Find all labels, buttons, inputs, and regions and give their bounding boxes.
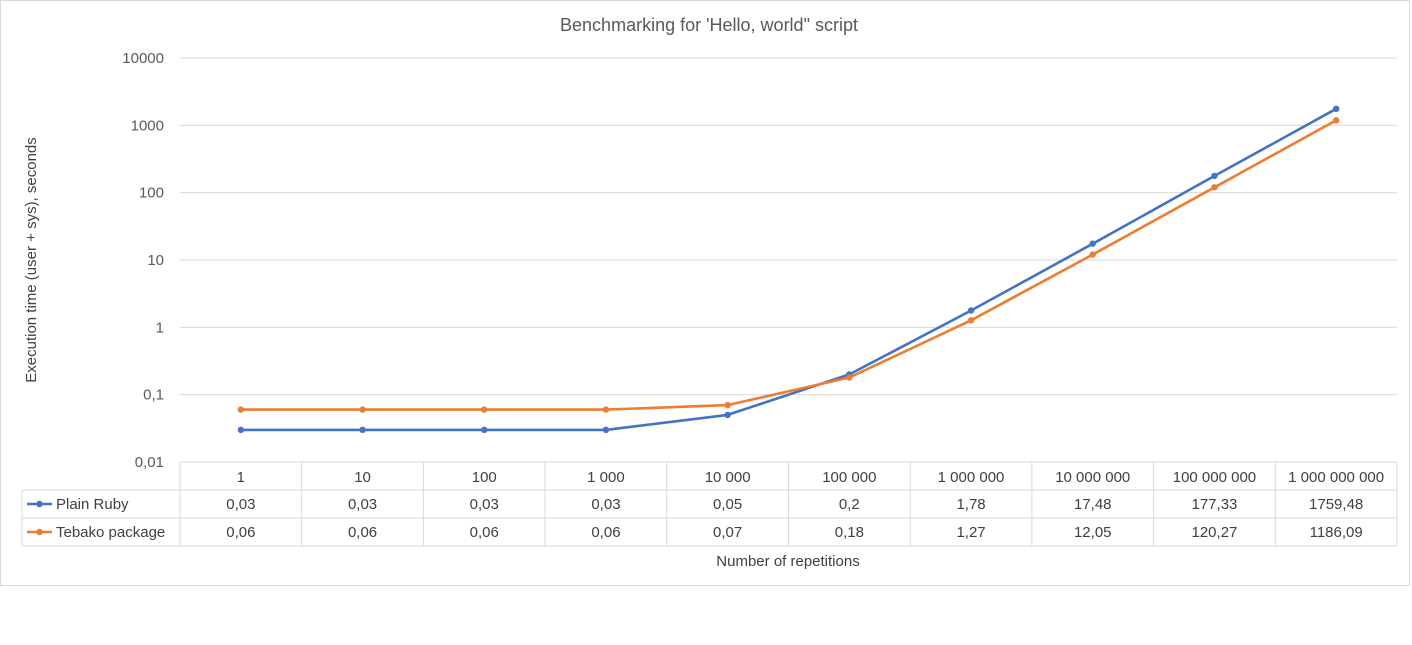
data-label: 17,48: [1074, 496, 1112, 513]
data-label: 177,33: [1192, 496, 1238, 513]
data-label: 1,78: [956, 496, 985, 513]
data-point: [602, 406, 610, 413]
data-point: [724, 401, 731, 409]
y-tick-label: 0,01: [135, 454, 164, 471]
data-point: [359, 406, 366, 413]
y-tick-label: 1: [156, 319, 164, 336]
data-label: 0,06: [348, 524, 377, 541]
x-tick-label: 1: [237, 469, 245, 486]
data-label: 0,07: [713, 524, 742, 541]
y-tick-label: 10000: [122, 50, 164, 67]
x-tick-label: 100 000: [822, 469, 876, 486]
data-label: 0,03: [470, 496, 499, 513]
x-tick-label: 10 000: [705, 469, 751, 486]
data-label: 1186,09: [1310, 524, 1363, 541]
y-tick-label: 0,1: [143, 387, 164, 404]
data-label: 12,05: [1074, 524, 1112, 541]
data-label: 0,06: [470, 524, 499, 541]
legend-label: Tebako package: [56, 524, 165, 541]
data-point: [1332, 105, 1340, 113]
data-label: 0,03: [591, 496, 620, 513]
data-label: 120,27: [1192, 524, 1238, 541]
data-point: [1211, 184, 1218, 191]
data-label: 0,06: [591, 524, 620, 541]
gridlines: [180, 57, 1397, 463]
data-point: [967, 317, 975, 324]
data-label: 0,06: [226, 524, 255, 541]
plot-series: [237, 105, 1340, 434]
x-tick-label: 100: [472, 469, 497, 486]
y-tick-label: 100: [139, 185, 164, 202]
data-label: 0,03: [226, 496, 255, 513]
data-point: [237, 426, 245, 434]
y-tick-label: 1000: [131, 117, 164, 134]
x-tick-label: 1 000 000: [938, 469, 1005, 486]
y-axis: 0,01 0,1 1 10 100 1000 10000: [122, 50, 164, 471]
x-tick-label: 10 000 000: [1055, 469, 1130, 486]
series-line-1: [240, 107, 1337, 432]
data-point: [359, 426, 366, 434]
data-label: 0,03: [348, 496, 377, 513]
data-label: 1,27: [956, 524, 985, 541]
data-point: [481, 426, 488, 434]
data-label: 1759,48: [1309, 496, 1363, 513]
data-label: 0,18: [835, 524, 864, 541]
data-point: [481, 406, 488, 413]
legend-label: Plain Ruby: [56, 496, 129, 513]
chart-area: [0, 0, 1410, 586]
y-tick-label: 10: [147, 252, 164, 269]
x-tick-label: 1 000 000 000: [1288, 469, 1384, 486]
legend-key-marker: [36, 528, 43, 536]
data-point: [1332, 117, 1340, 124]
x-tick-label: 100 000 000: [1173, 469, 1256, 486]
data-point: [602, 426, 610, 434]
data-point: [1089, 240, 1096, 247]
chart-title: Benchmarking for 'Hello, world" script: [560, 15, 858, 35]
data-point: [846, 374, 853, 381]
x-tick-label: 1 000: [587, 469, 625, 486]
data-point: [237, 406, 245, 413]
x-tick-label: 10: [354, 469, 371, 486]
data-point: [724, 411, 731, 419]
y-axis-title: Execution time (user + sys), seconds: [23, 137, 40, 383]
data-point: [1089, 251, 1096, 258]
data-point: [1211, 172, 1218, 180]
data-label: 0,2: [839, 496, 860, 513]
series-line-2: [240, 119, 1337, 411]
legend-key-marker: [36, 500, 43, 508]
x-axis-title: Number of repetitions: [716, 553, 859, 570]
data-label: 0,05: [713, 496, 742, 513]
data-table: 1 10 100 1 000 10 000 100 000 1 000 000 10 000 …: [21, 461, 1398, 547]
data-point: [967, 307, 975, 314]
